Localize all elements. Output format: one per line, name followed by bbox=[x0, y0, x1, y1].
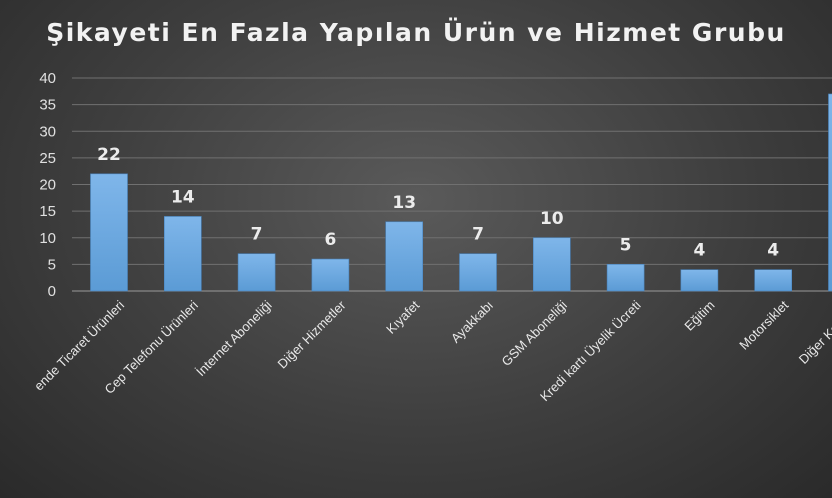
bar bbox=[680, 269, 719, 292]
data-label: 7 bbox=[251, 225, 263, 245]
data-label: 14 bbox=[171, 187, 195, 207]
data-label: 4 bbox=[693, 241, 705, 261]
category-label: Eğitim bbox=[681, 298, 717, 334]
bar bbox=[385, 221, 424, 292]
data-label: 7 bbox=[472, 225, 484, 245]
chart-title: Şikayeti En Fazla Yapılan Ürün ve Hizmet… bbox=[46, 18, 786, 47]
data-labels: 22 14 7 6 13 7 10 5 4 4 bbox=[97, 145, 779, 261]
bars bbox=[90, 93, 832, 292]
data-label: 13 bbox=[392, 193, 416, 213]
bar bbox=[237, 253, 276, 292]
y-tick-label: 20 bbox=[39, 177, 56, 194]
y-tick-label: 40 bbox=[39, 70, 56, 87]
bar bbox=[606, 264, 645, 292]
bar bbox=[459, 253, 497, 292]
bar bbox=[164, 216, 202, 292]
y-tick-label: 10 bbox=[39, 230, 56, 247]
category-label: Kıyafet bbox=[383, 297, 422, 336]
data-label: 10 bbox=[540, 209, 564, 229]
data-label: 22 bbox=[97, 145, 121, 165]
bar bbox=[754, 269, 793, 292]
category-label: Diğer Kategori bbox=[796, 297, 832, 366]
category-label: GSM Aboneliği bbox=[499, 297, 570, 368]
y-axis-tick-labels: 0 5 10 15 20 25 30 35 40 bbox=[39, 70, 56, 300]
category-label: Diğer Hizmetler bbox=[275, 297, 349, 371]
y-tick-label: 5 bbox=[48, 256, 56, 273]
bar bbox=[90, 173, 128, 292]
data-label: 4 bbox=[767, 241, 779, 261]
y-tick-label: 0 bbox=[48, 283, 56, 300]
bar bbox=[828, 93, 832, 292]
y-tick-label: 30 bbox=[39, 123, 56, 140]
y-tick-label: 25 bbox=[39, 150, 56, 167]
bar bbox=[532, 237, 571, 292]
category-label: Motorsiklet bbox=[736, 297, 791, 352]
y-tick-label: 35 bbox=[39, 97, 56, 114]
category-label: Ayakkabı bbox=[448, 298, 496, 346]
bar bbox=[311, 258, 350, 292]
y-tick-label: 15 bbox=[39, 203, 56, 220]
data-label: 5 bbox=[620, 235, 632, 255]
data-label: 6 bbox=[324, 230, 336, 250]
category-label: İnternet Aboneliği bbox=[193, 297, 275, 379]
